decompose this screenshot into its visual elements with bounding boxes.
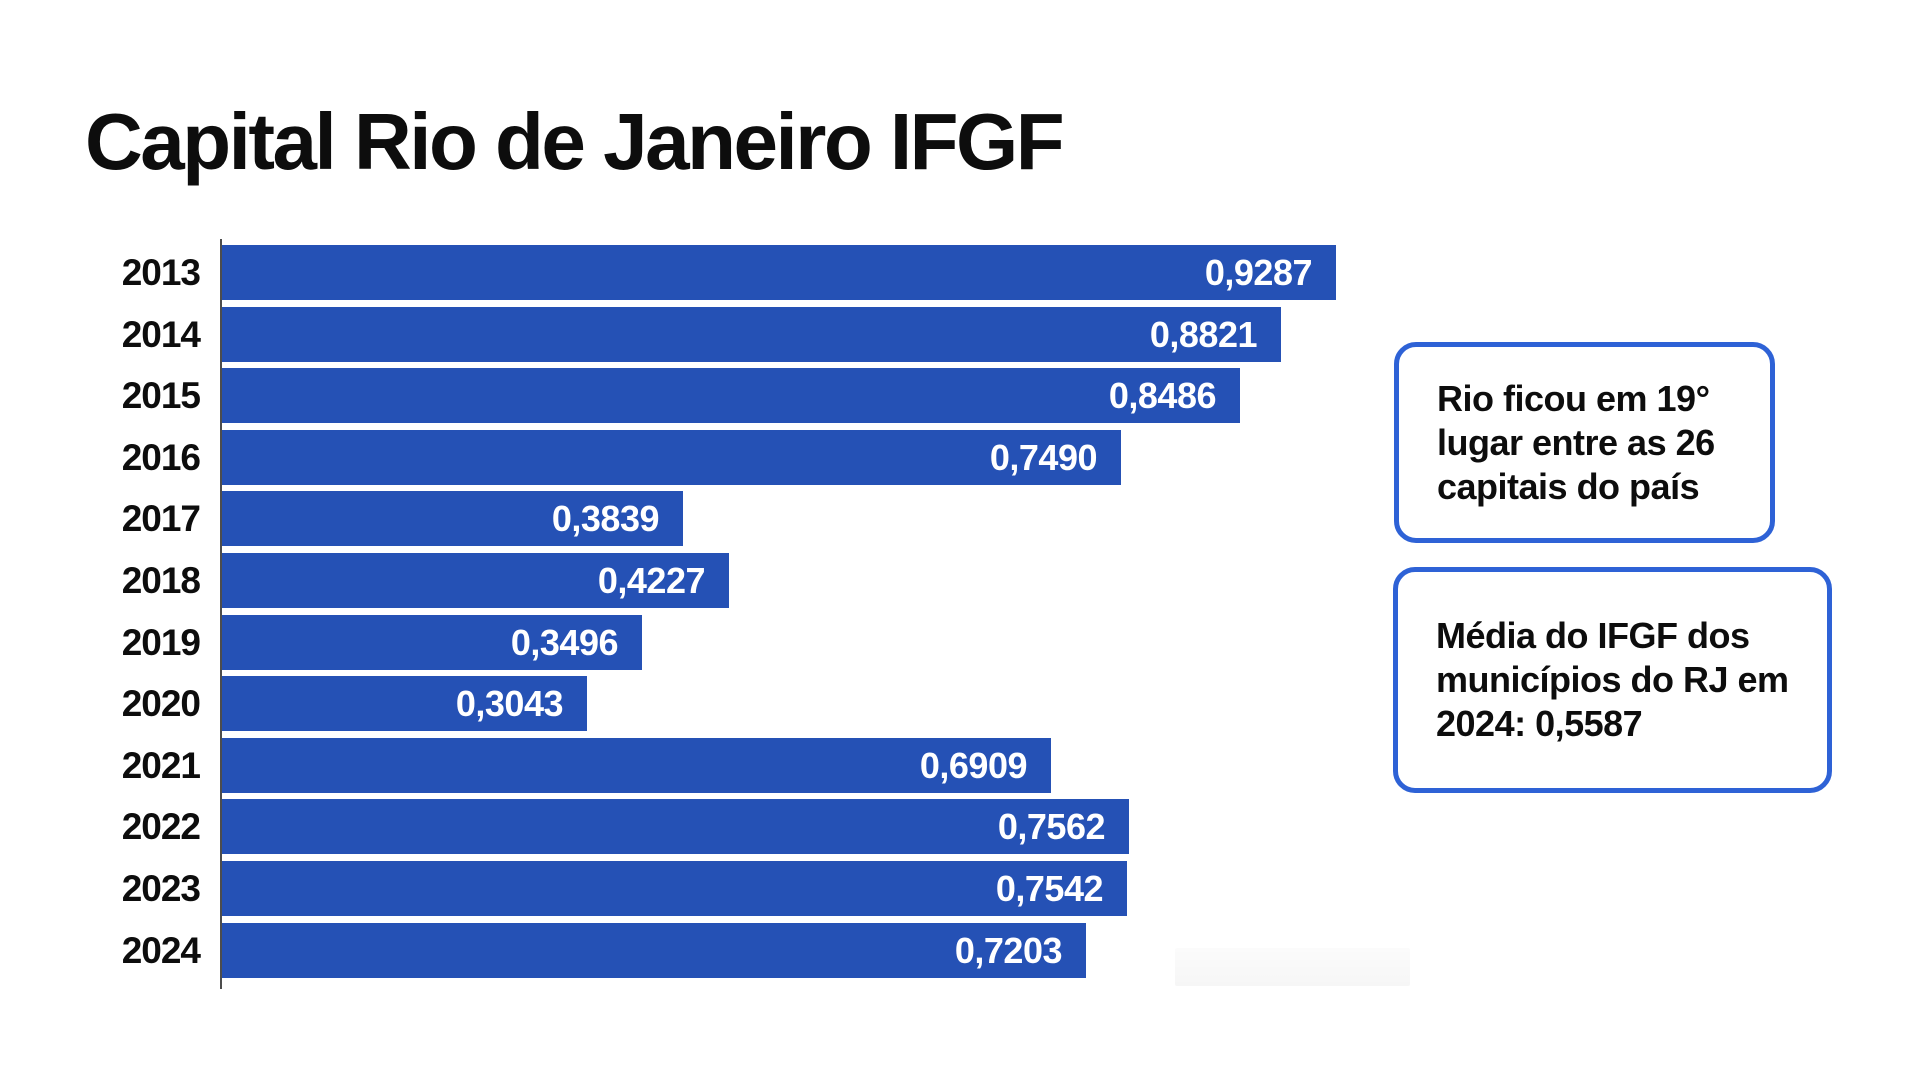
bar-row: 2016 0,7490 [122, 430, 1542, 485]
bar-row: 2015 0,8486 [122, 368, 1542, 423]
bar-row: 2022 0,7562 [122, 799, 1542, 854]
bar: 0,3043 [222, 676, 587, 731]
year-label: 2022 [121, 805, 201, 847]
bar: 0,8486 [222, 368, 1240, 423]
bar-value-label: 0,8821 [1149, 313, 1258, 355]
year-label: 2019 [121, 621, 201, 663]
bar-value-label: 0,8486 [1108, 374, 1217, 416]
bar-row: 2014 0,8821 [122, 307, 1542, 362]
year-label: 2021 [121, 744, 201, 786]
bar-value-label: 0,3496 [510, 621, 619, 663]
bar-value-label: 0,9287 [1204, 251, 1313, 293]
bar: 0,7562 [222, 799, 1129, 854]
bar: 0,3496 [222, 615, 642, 670]
callout-text-line: lugar entre as 26 [1437, 421, 1715, 463]
y-axis-line [220, 239, 222, 989]
year-label: 2017 [121, 497, 201, 539]
year-label: 2013 [121, 251, 201, 293]
year-label: 2014 [121, 313, 201, 355]
bar-row: 2019 0,3496 [122, 615, 1542, 670]
callout-text-line: Média do IFGF dos [1436, 615, 1750, 656]
bar-row: 2018 0,4227 [122, 553, 1542, 608]
callout-rank: Rio ficou em 19° lugar entre as 26 capitai… [1394, 342, 1775, 543]
bar: 0,4227 [222, 553, 729, 608]
callout-text-line: Rio ficou em 19° [1437, 377, 1710, 419]
bar-chart: 2013 0,9287 2014 0,8821 2015 0,8486 2016 0,7490… [122, 239, 1542, 990]
bar-row: 2013 0,9287 [122, 245, 1542, 300]
bar: 0,7203 [222, 923, 1086, 978]
year-label: 2023 [121, 867, 201, 909]
bar-row: 2024 0,7203 [122, 923, 1542, 978]
faded-watermark [1175, 948, 1410, 986]
chart-title: Capital Rio de Janeiro IFGF [85, 97, 1065, 186]
bar-value-label: 0,7203 [954, 929, 1063, 971]
callout-text-line: 2024: 0,5587 [1436, 703, 1643, 744]
year-label: 2024 [121, 929, 201, 971]
bar: 0,9287 [222, 245, 1336, 300]
bar-value-label: 0,4227 [597, 559, 706, 601]
bar-value-label: 0,3043 [455, 682, 564, 724]
bar: 0,7542 [222, 861, 1127, 916]
bar: 0,6909 [222, 738, 1051, 793]
bar-row: 2021 0,6909 [122, 738, 1542, 793]
bar-value-label: 0,6909 [919, 744, 1028, 786]
year-label: 2015 [121, 374, 201, 416]
bar-row: 2017 0,3839 [122, 491, 1542, 546]
bar-row: 2023 0,7542 [122, 861, 1542, 916]
bar-value-label: 0,7490 [989, 436, 1098, 478]
year-label: 2016 [121, 436, 201, 478]
callout-text-line: municípios do RJ em [1436, 659, 1789, 700]
bar: 0,7490 [222, 430, 1121, 485]
bar-value-label: 0,3839 [551, 497, 660, 539]
callout-text-line: capitais do país [1437, 465, 1700, 507]
bar-value-label: 0,7562 [997, 805, 1106, 847]
bar: 0,8821 [222, 307, 1281, 362]
year-label: 2020 [121, 682, 201, 724]
callout-average: Média do IFGF dos municípios do RJ em 2024… [1393, 567, 1832, 793]
bar: 0,3839 [222, 491, 683, 546]
bar-value-label: 0,7542 [995, 867, 1104, 909]
bar-row: 2020 0,3043 [122, 676, 1542, 731]
year-label: 2018 [121, 559, 201, 601]
